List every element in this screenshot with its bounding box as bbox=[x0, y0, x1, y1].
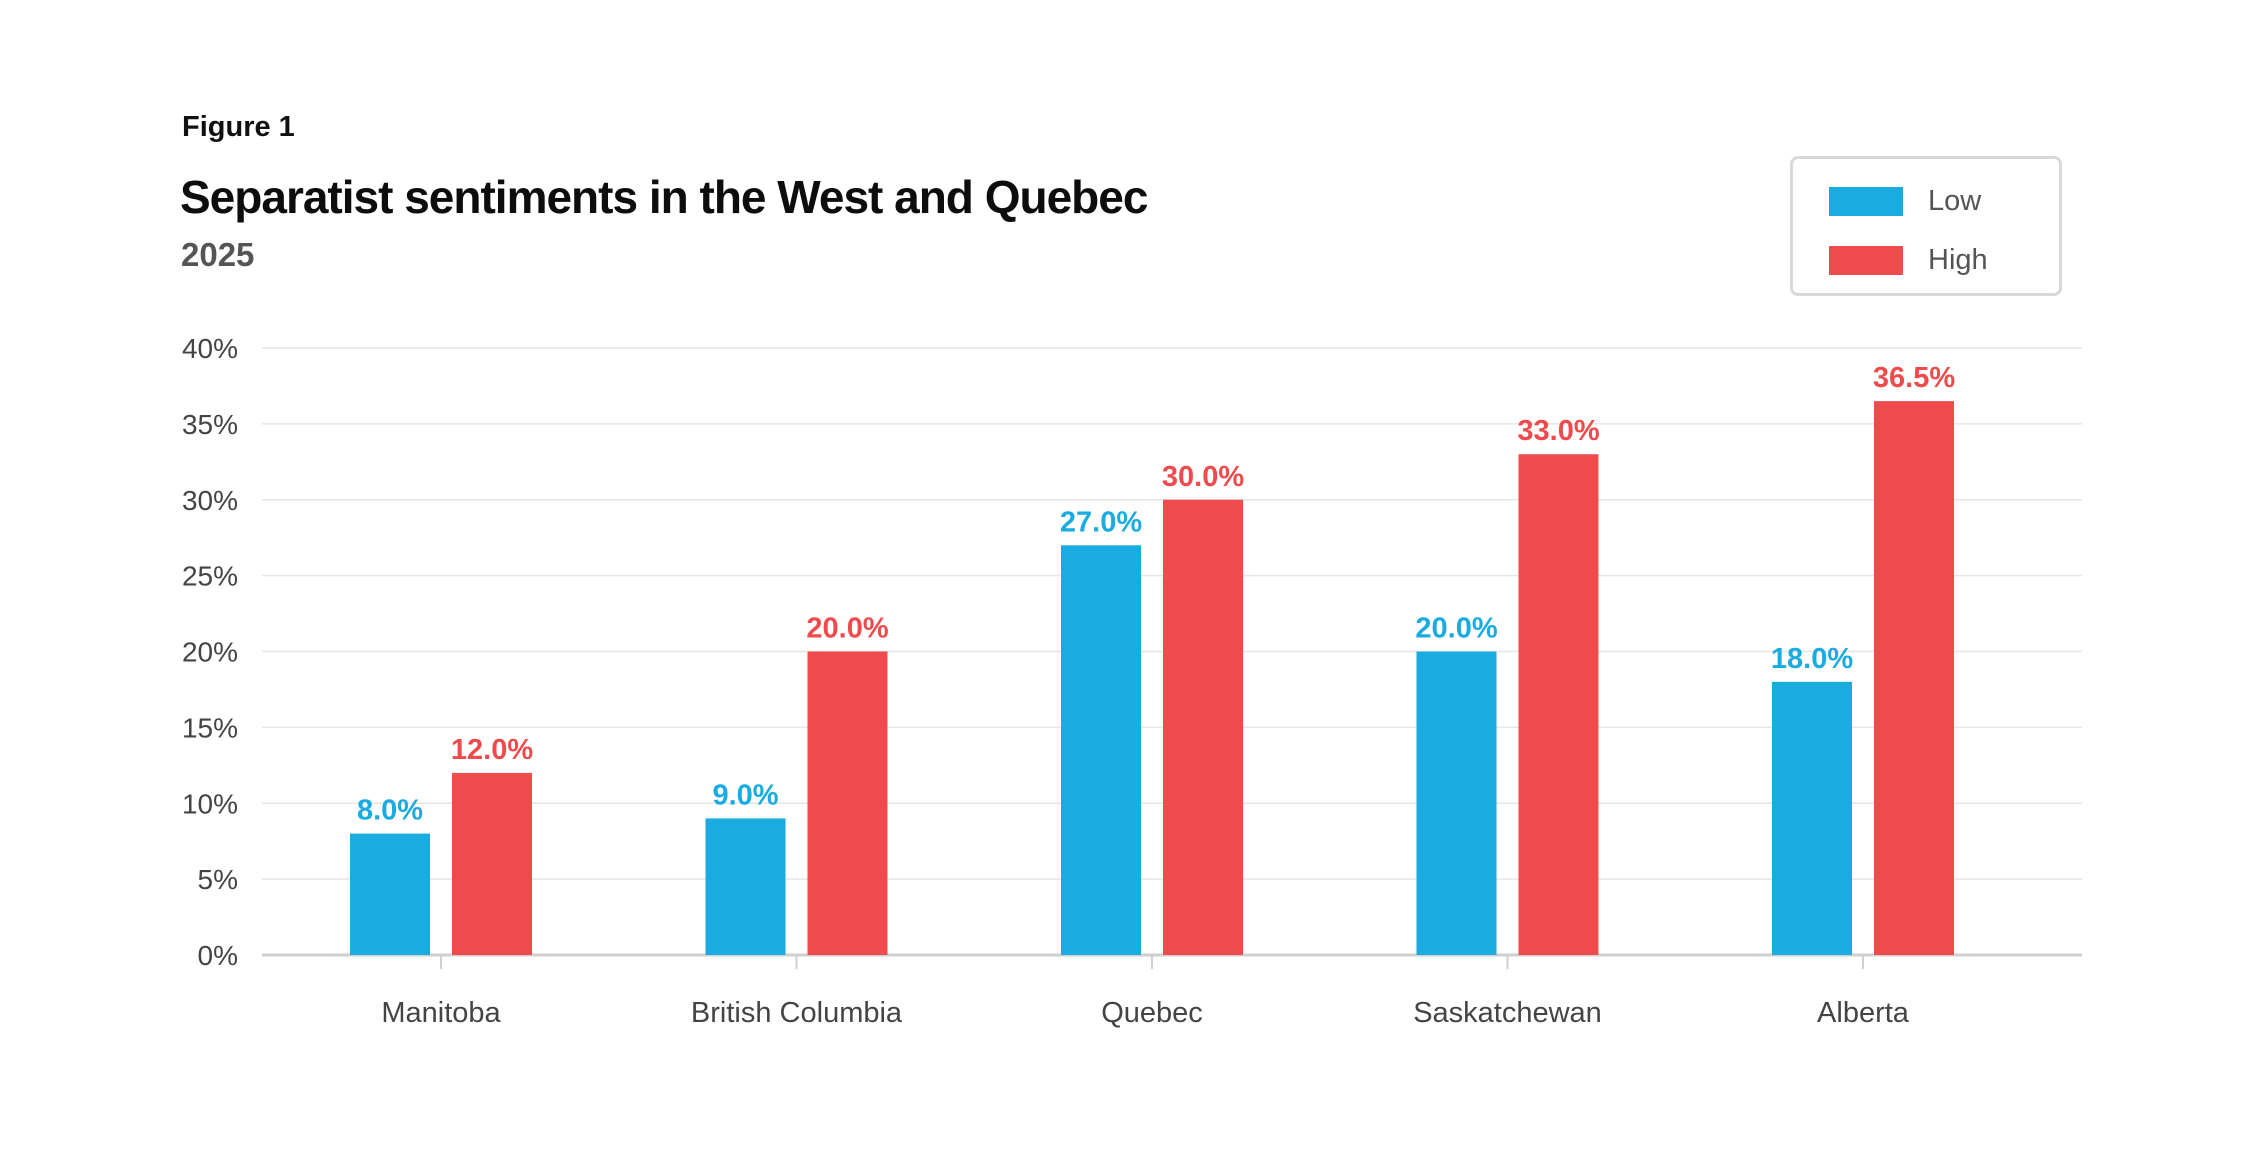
legend-swatch-low bbox=[1829, 187, 1903, 216]
data-label-low: 9.0% bbox=[712, 779, 778, 811]
y-tick-label: 20% bbox=[182, 637, 238, 668]
bar-low bbox=[350, 833, 430, 955]
y-tick-label: 0% bbox=[198, 940, 238, 971]
bar-high bbox=[1163, 499, 1243, 955]
x-tick-label: Saskatchewan bbox=[1413, 997, 1602, 1029]
y-tick-label: 35% bbox=[182, 409, 238, 440]
bar-high bbox=[1518, 454, 1599, 955]
legend-swatch-high bbox=[1829, 246, 1903, 275]
bar-low bbox=[1061, 545, 1141, 955]
data-label-high: 30.0% bbox=[1162, 461, 1244, 493]
data-label-high: 20.0% bbox=[806, 613, 888, 645]
data-label-high: 12.0% bbox=[451, 734, 533, 766]
y-tick-label: 10% bbox=[182, 788, 238, 819]
data-label-low: 20.0% bbox=[1415, 613, 1497, 645]
legend-label-low: Low bbox=[1928, 185, 1982, 217]
bar-low bbox=[1772, 681, 1852, 955]
data-label-high: 36.5% bbox=[1873, 362, 1955, 394]
x-tick-label: British Columbia bbox=[691, 997, 903, 1029]
bar-low bbox=[1416, 651, 1497, 955]
data-label-low: 8.0% bbox=[357, 795, 423, 827]
x-tick-label: Quebec bbox=[1101, 997, 1203, 1029]
legend: Low High bbox=[1790, 156, 2062, 296]
y-tick-label: 25% bbox=[182, 561, 238, 592]
data-label-high: 33.0% bbox=[1517, 415, 1599, 447]
x-tick-label: Manitoba bbox=[381, 997, 501, 1029]
x-tick-label: Alberta bbox=[1817, 997, 1910, 1029]
y-tick-label: 40% bbox=[182, 333, 238, 364]
chart-title: Separatist sentiments in the West and Qu… bbox=[180, 171, 1148, 223]
legend-label-high: High bbox=[1928, 244, 1988, 276]
data-label-low: 27.0% bbox=[1060, 506, 1142, 538]
bar-high bbox=[452, 772, 532, 955]
data-label-low: 18.0% bbox=[1771, 643, 1853, 675]
figure-label: Figure 1 bbox=[182, 111, 295, 143]
legend-item-low: Low bbox=[1829, 185, 1981, 218]
bar-high bbox=[807, 651, 888, 955]
bar-low bbox=[705, 818, 786, 955]
legend-item-high: High bbox=[1829, 244, 1988, 277]
bar-high bbox=[1874, 401, 1954, 955]
y-tick-label: 5% bbox=[198, 864, 238, 895]
chart-subtitle: 2025 bbox=[181, 236, 255, 273]
y-tick-label: 30% bbox=[182, 485, 238, 516]
y-tick-label: 15% bbox=[182, 712, 238, 743]
